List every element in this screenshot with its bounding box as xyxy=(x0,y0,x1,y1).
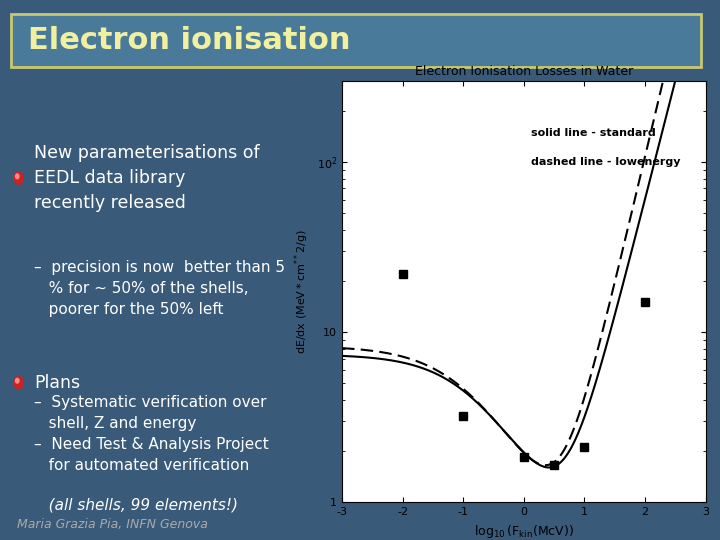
Y-axis label: $\mathrm{dE/dx\ (MeV*cm^{**}2/g)}$: $\mathrm{dE/dx\ (MeV*cm^{**}2/g)}$ xyxy=(292,229,311,354)
Text: (all shells, 99 elements!): (all shells, 99 elements!) xyxy=(34,497,238,512)
Text: –  Systematic verification over
   shell, Z and energy
–  Need Test & Analysis P: – Systematic verification over shell, Z … xyxy=(34,395,269,473)
Text: Plans: Plans xyxy=(34,374,80,391)
Circle shape xyxy=(14,376,23,389)
Text: –  precision is now  better than 5
   % for ~ 50% of the shells,
   poorer for t: – precision is now better than 5 % for ~… xyxy=(34,260,285,317)
Text: New parameterisations of
EEDL data library
recently released: New parameterisations of EEDL data libra… xyxy=(34,144,259,212)
Title: Electron Ionisation Losses in Water: Electron Ionisation Losses in Water xyxy=(415,65,633,78)
Text: dashed line - lowenergy: dashed line - lowenergy xyxy=(531,157,680,167)
Circle shape xyxy=(14,172,23,184)
Circle shape xyxy=(16,379,19,383)
Circle shape xyxy=(16,174,19,179)
Text: Maria Grazia Pia, INFN Genova: Maria Grazia Pia, INFN Genova xyxy=(17,518,208,531)
X-axis label: $\log_{10}(\mathrm{F_{kin}(McV)})$: $\log_{10}(\mathrm{F_{kin}(McV)})$ xyxy=(474,523,574,539)
Text: solid line - standard: solid line - standard xyxy=(531,128,656,138)
FancyBboxPatch shape xyxy=(11,14,701,67)
Text: Electron ionisation: Electron ionisation xyxy=(28,26,351,55)
